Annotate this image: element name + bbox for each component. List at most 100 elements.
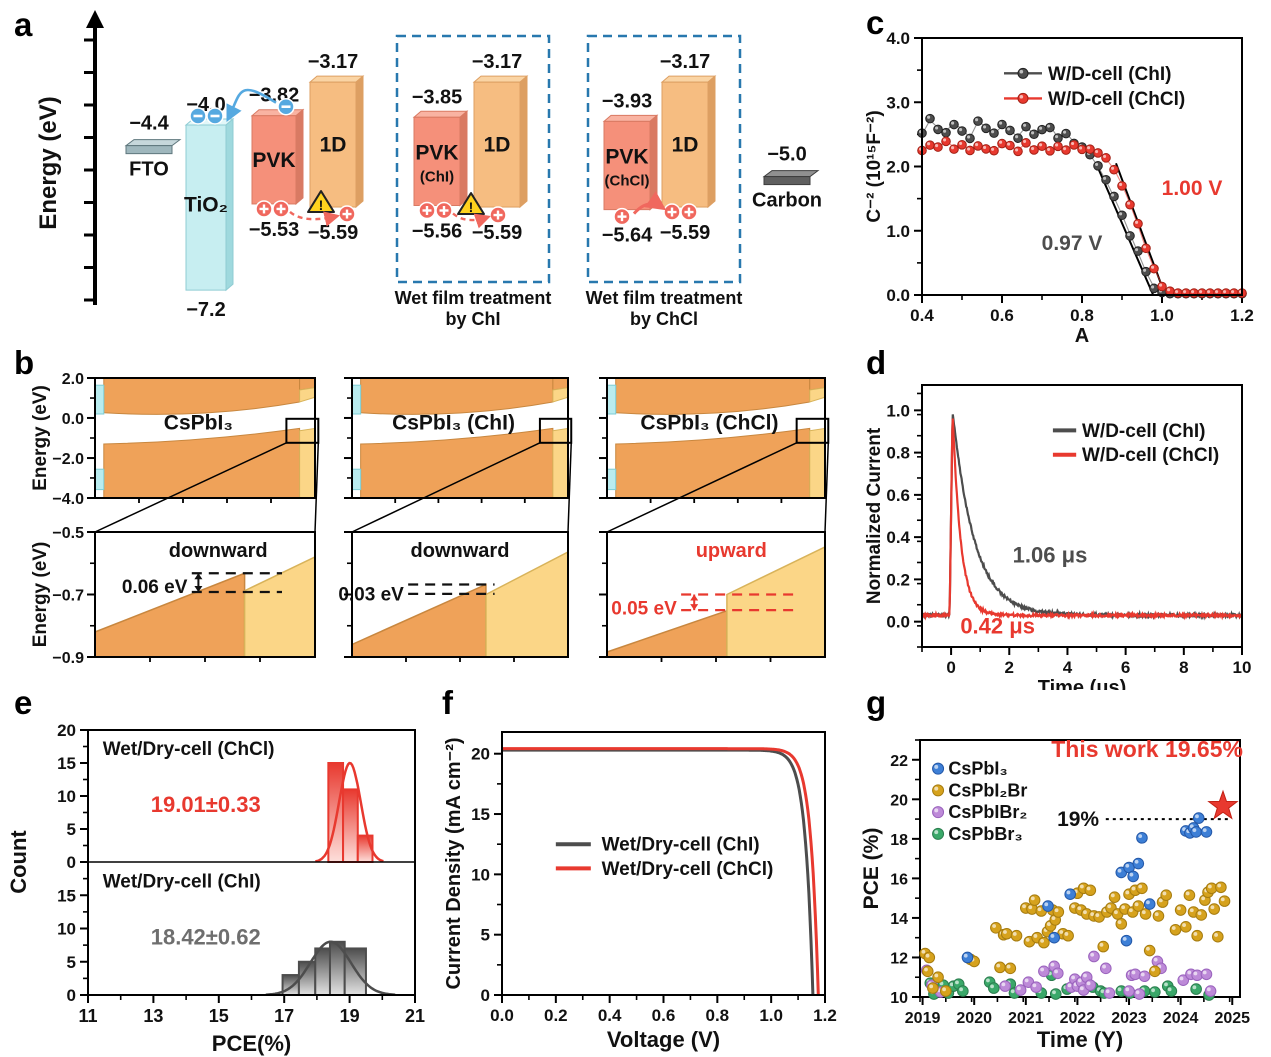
plot-frame: [921, 384, 1243, 648]
data-point: [1143, 898, 1156, 910]
point-highlight: [927, 142, 931, 146]
pce-histogram-chart: 0 5 10 15 20 Wet/Dry-cell (ChCl) 19.01±0.33 0 5 1…: [6, 721, 425, 1056]
panel-a-energy-diagram: Energy (eV) Wet film treatment by ChI Wet f…: [0, 0, 860, 345]
point-highlight: [1051, 916, 1056, 921]
point-highlight: [1122, 937, 1127, 941]
point-highlight: [1059, 930, 1064, 934]
point-highlight: [1099, 942, 1104, 947]
point-highlight: [967, 135, 971, 139]
threshold-label: 19%: [1057, 808, 1099, 831]
data-point: [1213, 288, 1223, 298]
point-highlight: [1185, 891, 1190, 896]
data-point: [941, 127, 951, 138]
point-highlight: [1151, 967, 1155, 972]
y-tick-label: 0.2: [886, 570, 910, 589]
data-point: [1048, 931, 1060, 944]
point-highlight: [1100, 989, 1105, 994]
pce-stat-value: 19.01±0.33: [151, 792, 261, 817]
legend-item: W/D-cell (ChCl): [1004, 89, 1185, 110]
point-highlight: [1125, 987, 1130, 992]
data-point: [1120, 934, 1133, 947]
data-point: [1053, 141, 1063, 152]
band-diagram-canvas: CsPbI₃ 2.0 0.0 −2.0 −4.0 0.06 eV downward −0.5 −…: [30, 371, 830, 667]
point-highlight: [1146, 946, 1150, 951]
data-point: [1109, 164, 1119, 175]
x-tick-label: 21: [405, 1006, 425, 1026]
y-tick-label: 1.0: [886, 401, 910, 420]
data-point: [932, 971, 944, 984]
panel-c-mott-schottky: 0.4 0.6 0.8 1.0 1.2 0.0 1.0 2.0 3.0 4.0 W/D-cell (…: [860, 0, 1271, 345]
data-point: [1136, 882, 1148, 895]
point-highlight: [1103, 176, 1107, 180]
data-point: [1149, 965, 1161, 978]
data-point: [1173, 288, 1183, 298]
point-highlight: [1047, 147, 1051, 151]
point-highlight: [1031, 131, 1035, 135]
x-tick-label: 19: [340, 1006, 360, 1026]
slab-top-face: [124, 139, 182, 147]
energy-value: −4.4: [129, 113, 169, 135]
point-highlight: [951, 146, 955, 150]
this-work-annotation: This work 19.65%: [1051, 736, 1243, 762]
data-point: [1097, 940, 1110, 953]
lower-band-1d: [552, 427, 569, 499]
point-highlight: [1007, 127, 1011, 131]
point-highlight: [1134, 859, 1139, 864]
point-highlight: [1129, 872, 1134, 877]
point-highlight: [1040, 967, 1045, 972]
histogram-bar: [327, 762, 345, 863]
energy-value-bottom: −5.64: [602, 225, 653, 247]
point-highlight: [1064, 932, 1069, 936]
point-highlight: [991, 147, 995, 151]
upper-band-1d: [809, 387, 826, 403]
data-point: [1229, 288, 1239, 298]
data-point: [932, 806, 945, 819]
data-point: [1005, 125, 1015, 136]
point-highlight: [1001, 982, 1006, 987]
y-tick-label: 15: [57, 886, 76, 905]
point-highlight: [1052, 990, 1056, 995]
energy-value: −5.0: [767, 144, 806, 166]
x-tick-label: 2019: [905, 1010, 941, 1027]
y-tick-label: 14: [890, 911, 908, 928]
point-highlight: [1071, 904, 1075, 909]
tio2-strip: [94, 384, 105, 415]
x-tick-label: 0: [946, 658, 955, 677]
data-point: [1038, 936, 1050, 949]
data-point: [1133, 218, 1143, 229]
annotation: 0.42 μs: [960, 613, 1035, 638]
point-highlight: [927, 115, 931, 119]
point-highlight: [1201, 896, 1206, 901]
point-highlight: [1164, 982, 1168, 987]
bar-top-face: [250, 109, 305, 117]
bar-side-face: [707, 75, 716, 209]
y-tick-label: 5: [67, 820, 76, 839]
point-highlight: [1010, 989, 1015, 994]
point-highlight: [942, 987, 946, 992]
energy-value-top: −3.17: [472, 51, 523, 73]
data-point: [1200, 826, 1213, 838]
point-highlight: [1079, 986, 1084, 991]
tio2-strip: [606, 468, 617, 491]
data-point: [1084, 979, 1097, 991]
hole-transfer-arrow: [632, 191, 667, 215]
data-point: [1064, 888, 1076, 900]
point-highlight: [1187, 970, 1192, 975]
point-highlight: [1183, 290, 1187, 294]
point-highlight: [959, 987, 963, 992]
electron-transfer-arrow: [226, 88, 277, 123]
data-point: [1127, 870, 1139, 883]
panel-c-letter: c: [866, 4, 885, 41]
point-highlight: [1153, 957, 1158, 962]
distribution-label: Wet/Dry-cell (ChI): [103, 871, 261, 892]
decay-trace: [922, 418, 1242, 621]
point-highlight: [1175, 290, 1179, 294]
data-point: [1108, 891, 1121, 903]
y-tick-label: 0.6: [886, 486, 910, 505]
point-highlight: [1146, 900, 1150, 905]
point-highlight: [1079, 884, 1084, 889]
point-highlight: [1189, 824, 1194, 829]
data-point: [999, 980, 1011, 992]
point-highlight: [999, 121, 1003, 125]
upper-band: [360, 377, 554, 415]
